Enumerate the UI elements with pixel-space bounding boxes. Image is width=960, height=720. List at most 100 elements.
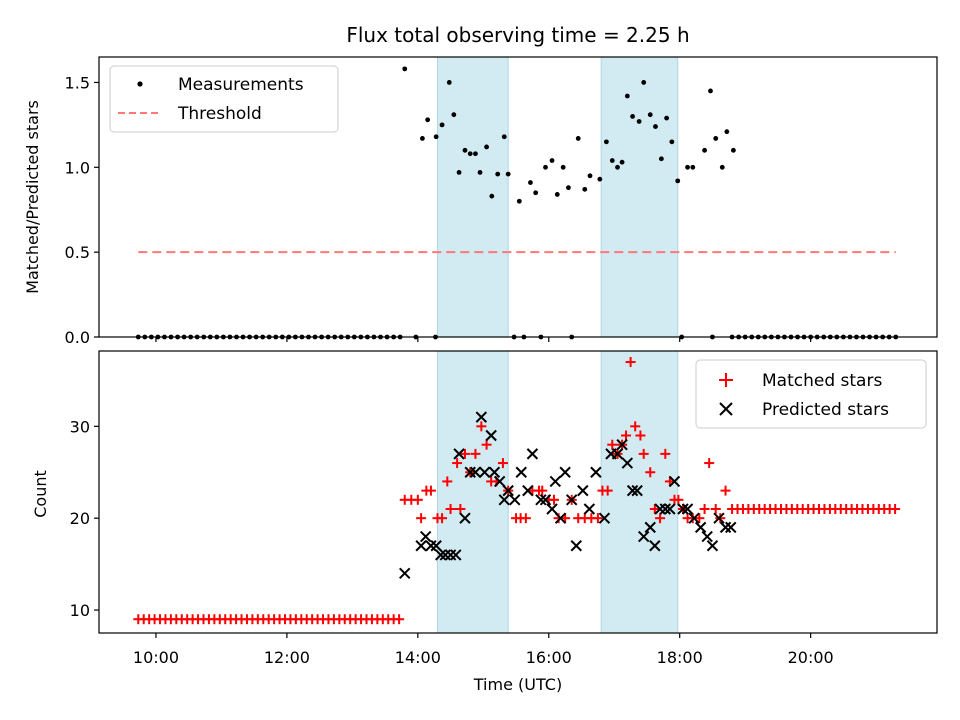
predicted-star-point xyxy=(559,466,571,478)
matched-star-point xyxy=(655,513,666,524)
predicted-star-point xyxy=(649,540,661,552)
measurement-point xyxy=(549,158,555,163)
measurement-point xyxy=(730,147,736,153)
predicted-star-point xyxy=(570,540,582,552)
matched-star-point xyxy=(660,448,671,459)
predicted-star-point xyxy=(677,503,689,515)
x-tick-label: 18:00 xyxy=(657,648,703,667)
figure-title: Flux total observing time = 2.25 h xyxy=(346,23,689,47)
predicted-star-point xyxy=(659,503,672,515)
predicted-star-point xyxy=(444,549,457,561)
predicted-star-point xyxy=(526,448,539,460)
measurement-point xyxy=(467,151,473,157)
measurement-point xyxy=(719,164,725,170)
y-tick-label: 1.0 xyxy=(65,158,90,177)
predicted-star-point xyxy=(694,521,707,534)
predicted-star-point xyxy=(515,466,527,478)
measurement-point xyxy=(636,119,642,124)
ratio-panel: 0.0 0.5 1.0 1.5 Matched/Predicted stars Mea… xyxy=(23,56,938,347)
measurement-point xyxy=(425,117,431,123)
measurement-point xyxy=(533,190,539,196)
matched-star-point xyxy=(592,513,603,524)
predicted-star-point xyxy=(611,448,624,460)
predicted-star-point xyxy=(425,540,437,552)
measurement-point xyxy=(724,129,730,135)
count-legend-box xyxy=(695,359,927,429)
measurement-point xyxy=(516,198,522,204)
measurement-point xyxy=(456,169,462,175)
predicted-star-point xyxy=(435,549,447,561)
predicted-star-point xyxy=(546,503,558,515)
matched-star-point xyxy=(394,614,405,625)
ratio-panel-ylabel: Matched/Predicted stars xyxy=(23,100,42,294)
matched-star-point xyxy=(452,458,463,469)
measurement-point xyxy=(566,185,571,191)
measurement-point xyxy=(543,164,548,170)
predicted-star-point xyxy=(621,457,634,469)
predicted-star-point xyxy=(637,530,650,543)
matched-star-point xyxy=(720,485,731,496)
predicted-star-point xyxy=(485,429,497,442)
matched-star-point xyxy=(645,467,656,478)
y-tick-label: 10 xyxy=(70,601,90,620)
matched-star-point xyxy=(442,476,453,487)
measurement-point xyxy=(647,112,653,118)
predicted-star-point xyxy=(577,484,589,497)
measurement-point xyxy=(439,122,445,128)
predicted-star-point xyxy=(654,503,666,515)
predicted-star-point xyxy=(701,530,713,543)
legend-predicted-label: Predicted stars xyxy=(762,400,889,420)
measurement-point xyxy=(615,164,620,170)
matched-star-point xyxy=(635,430,646,441)
predicted-star-point xyxy=(681,503,694,515)
predicted-star-point xyxy=(565,494,578,506)
measurement-point xyxy=(619,159,625,165)
count-panel: 10 20 30 10:00 12:00 14:00 16:00 18:00 20:00 Co… xyxy=(31,350,938,694)
predicted-star-point xyxy=(502,484,514,497)
measurement-point xyxy=(587,173,593,179)
observing-window-0 xyxy=(436,56,509,338)
measurement-point xyxy=(473,151,478,157)
x-tick-label: 14:00 xyxy=(395,648,441,667)
matched-star-point xyxy=(520,513,531,524)
predicted-star-point xyxy=(616,438,628,451)
measurement-point xyxy=(433,134,439,140)
measurement-point xyxy=(420,136,425,141)
matched-star-point xyxy=(673,494,684,505)
y-tick-label: 0.0 xyxy=(65,328,90,347)
measurement-point xyxy=(708,88,713,94)
predicted-star-point xyxy=(644,521,656,534)
matched-star-point xyxy=(437,513,448,524)
ratio-legend-box xyxy=(109,65,339,133)
predicted-star-point xyxy=(539,494,552,506)
predicted-star-point xyxy=(430,540,442,552)
matched-star-point xyxy=(445,503,456,514)
predicted-star-point xyxy=(399,567,411,580)
matched-star-point xyxy=(704,458,715,469)
ratio-legend: Measurements Threshold xyxy=(109,65,339,133)
matched-star-point xyxy=(481,439,492,450)
measurement-point xyxy=(489,193,495,199)
measurement-point xyxy=(713,136,719,141)
measurement-point xyxy=(505,171,511,177)
predicted-star-point xyxy=(583,503,596,515)
x-tick-label: 16:00 xyxy=(526,648,572,667)
predicted-star-point xyxy=(475,411,488,423)
predicted-star-point xyxy=(522,484,534,497)
matched-star-point xyxy=(537,485,548,496)
measurement-point xyxy=(624,93,630,99)
matched-star-point xyxy=(625,357,636,368)
predicted-star-point xyxy=(453,448,465,460)
predicted-star-point xyxy=(706,540,719,552)
matched-star-point xyxy=(416,513,427,524)
predicted-star-point xyxy=(415,540,427,552)
matched-star-point xyxy=(694,513,705,524)
measurement-point xyxy=(641,80,647,85)
matched-star-point xyxy=(710,503,721,514)
predicted-star-point xyxy=(464,466,476,478)
matched-star-point xyxy=(607,439,618,450)
measurement-point xyxy=(451,112,457,118)
measurement-point xyxy=(658,156,664,162)
legend-matched-label: Matched stars xyxy=(762,371,882,391)
